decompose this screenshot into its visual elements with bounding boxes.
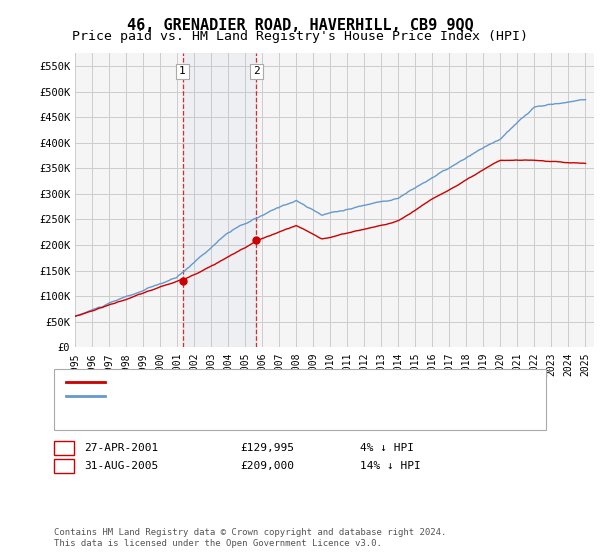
Text: 1: 1 [179, 67, 186, 76]
Text: 14% ↓ HPI: 14% ↓ HPI [360, 461, 421, 471]
Text: 27-APR-2001: 27-APR-2001 [84, 443, 158, 453]
Bar [182, 53, 256, 347]
Text: 2: 2 [61, 459, 68, 473]
Text: HPI: Average price, detached house, West Suffolk: HPI: Average price, detached house, West… [111, 391, 411, 402]
Text: 46, GRENADIER ROAD, HAVERHILL, CB9 9QQ (detached house): 46, GRENADIER ROAD, HAVERHILL, CB9 9QQ (… [111, 377, 455, 387]
Text: Price paid vs. HM Land Registry's House Price Index (HPI): Price paid vs. HM Land Registry's House … [72, 30, 528, 43]
Text: 2: 2 [253, 67, 260, 76]
Text: 46, GRENADIER ROAD, HAVERHILL, CB9 9QQ: 46, GRENADIER ROAD, HAVERHILL, CB9 9QQ [127, 18, 473, 33]
Text: £209,000: £209,000 [240, 461, 294, 471]
Text: 1: 1 [61, 441, 68, 455]
Text: Contains HM Land Registry data © Crown copyright and database right 2024.
This d: Contains HM Land Registry data © Crown c… [54, 528, 446, 548]
Text: £129,995: £129,995 [240, 443, 294, 453]
Text: 4% ↓ HPI: 4% ↓ HPI [360, 443, 414, 453]
Text: 31-AUG-2005: 31-AUG-2005 [84, 461, 158, 471]
